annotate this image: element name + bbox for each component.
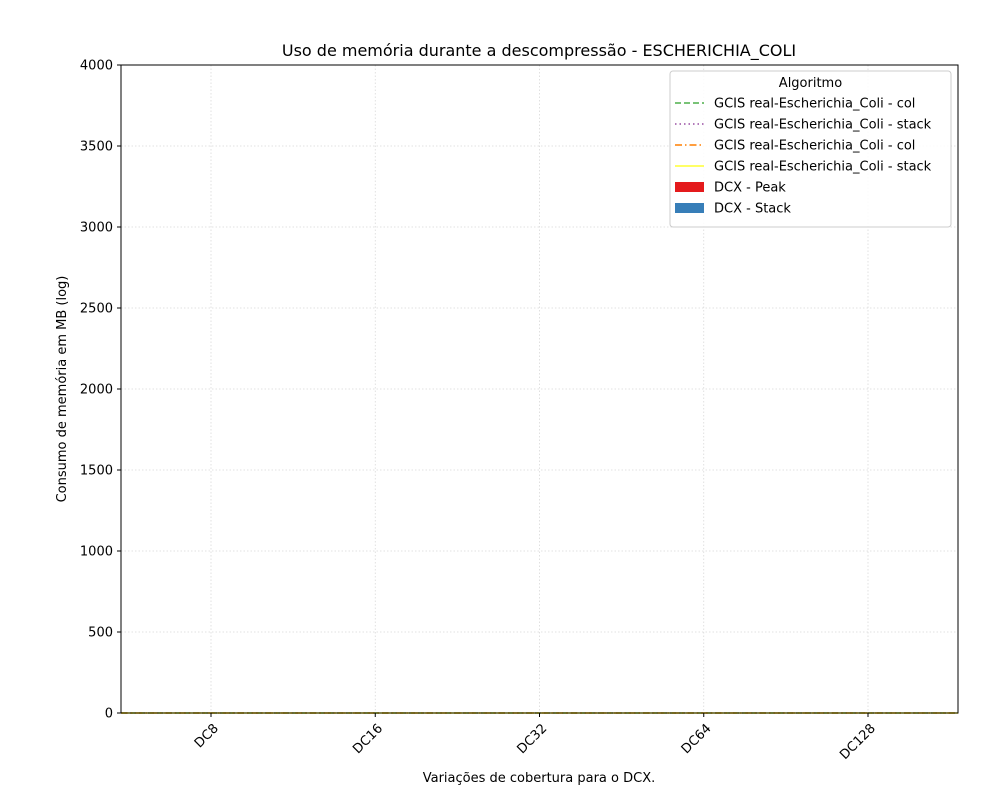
y-axis-ticks: 0 500 1000 1500 2000 2500 3000 3500 4000 <box>80 59 121 722</box>
y-axis-label: Consumo de memória em MB (log) <box>55 276 70 503</box>
legend-bar-swatch <box>675 203 704 213</box>
y-tick-label: 1000 <box>80 545 113 560</box>
legend-entry-label: GCIS real-Escherichia_Coli - stack <box>714 118 932 133</box>
y-tick-label: 0 <box>105 707 113 722</box>
legend-title: Algoritmo <box>779 76 842 91</box>
y-tick-label: 3000 <box>80 221 113 236</box>
x-axis-label: Variações de cobertura para o DCX. <box>423 771 656 786</box>
y-tick-label: 2500 <box>80 302 113 317</box>
y-tick-label: 4000 <box>80 59 113 74</box>
y-tick-label: 3500 <box>80 140 113 155</box>
y-tick-label: 1500 <box>80 464 113 479</box>
legend-box <box>669 70 952 228</box>
chart-title: Uso de memória durante a descompressão -… <box>282 41 796 61</box>
legend-entry-label: DCX - Peak <box>714 181 786 196</box>
y-tick-label: 2000 <box>80 383 113 398</box>
y-tick-label: 500 <box>88 626 113 641</box>
legend-entry-label: DCX - Stack <box>714 202 791 217</box>
legend-entry-label: GCIS real-Escherichia_Coli - col <box>714 139 915 154</box>
legend-entry-label: GCIS real-Escherichia_Coli - stack <box>714 160 932 175</box>
legend: Algoritmo GCIS real-Escherichia_Coli - co… <box>669 70 952 228</box>
legend-bar-swatch <box>675 182 704 192</box>
legend-entry-label: GCIS real-Escherichia_Coli - col <box>714 97 915 112</box>
